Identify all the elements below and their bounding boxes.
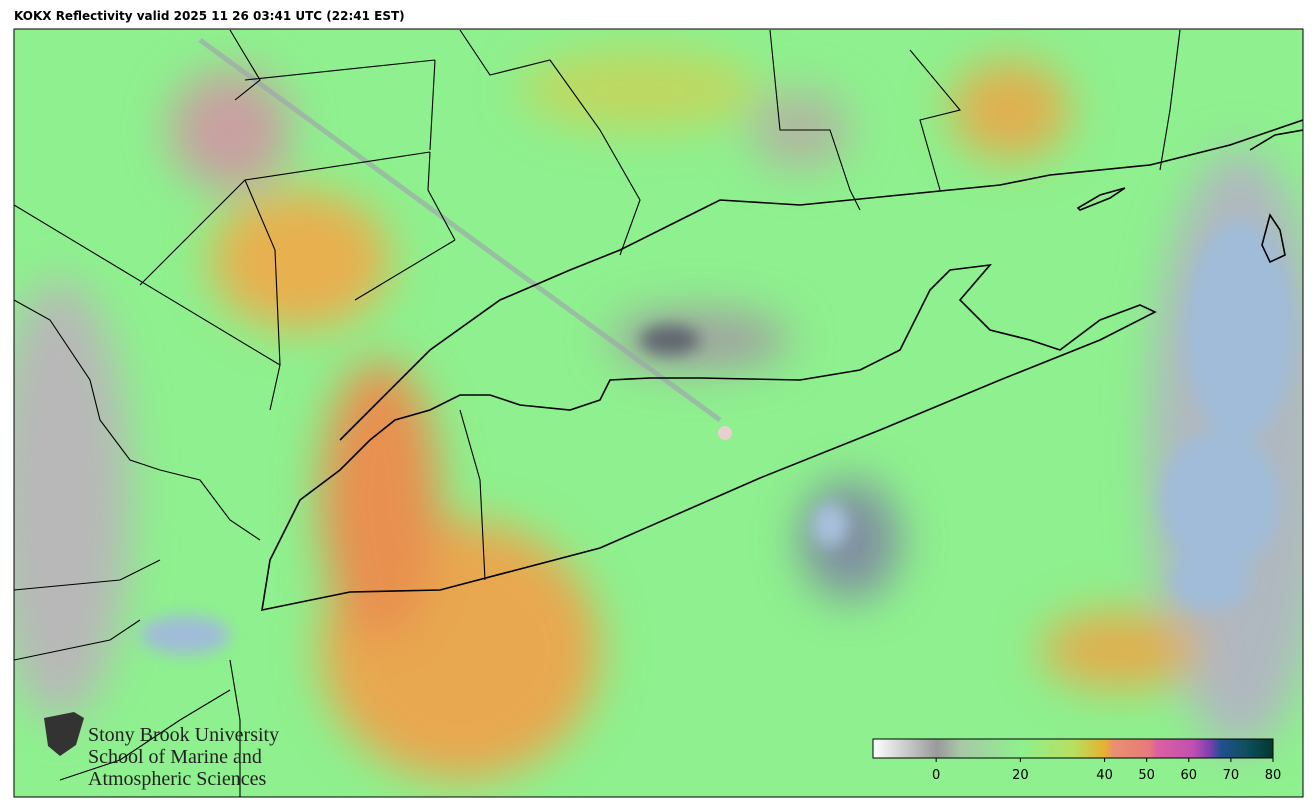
colorbar-tick-label: 0 (932, 768, 940, 783)
colorbar-tick-label: 50 (1138, 768, 1155, 783)
colorbar-tick-label: 60 (1181, 768, 1198, 783)
colorbar-tick-label: 20 (1012, 768, 1029, 783)
logo-line: School of Marine and (88, 746, 262, 768)
radar-map (14, 29, 1303, 797)
logo: Stony Brook University School of Marine … (44, 712, 279, 790)
colorbar-scale (872, 738, 1274, 759)
map-frame (13, 28, 1304, 798)
logo-shield (44, 712, 84, 756)
logo-line: Atmospheric Sciences (88, 768, 266, 790)
colorbar-tick-label: 80 (1265, 768, 1282, 783)
colorbar-tick-label: 70 (1223, 768, 1240, 783)
colorbar-tick-label: 40 (1096, 768, 1113, 783)
logo-line: Stony Brook University (88, 724, 279, 746)
map-title: KOKX Reflectivity valid 2025 11 26 03:41… (14, 9, 405, 23)
colorbar: 0 20 40 50 60 70 80 (872, 738, 1282, 783)
